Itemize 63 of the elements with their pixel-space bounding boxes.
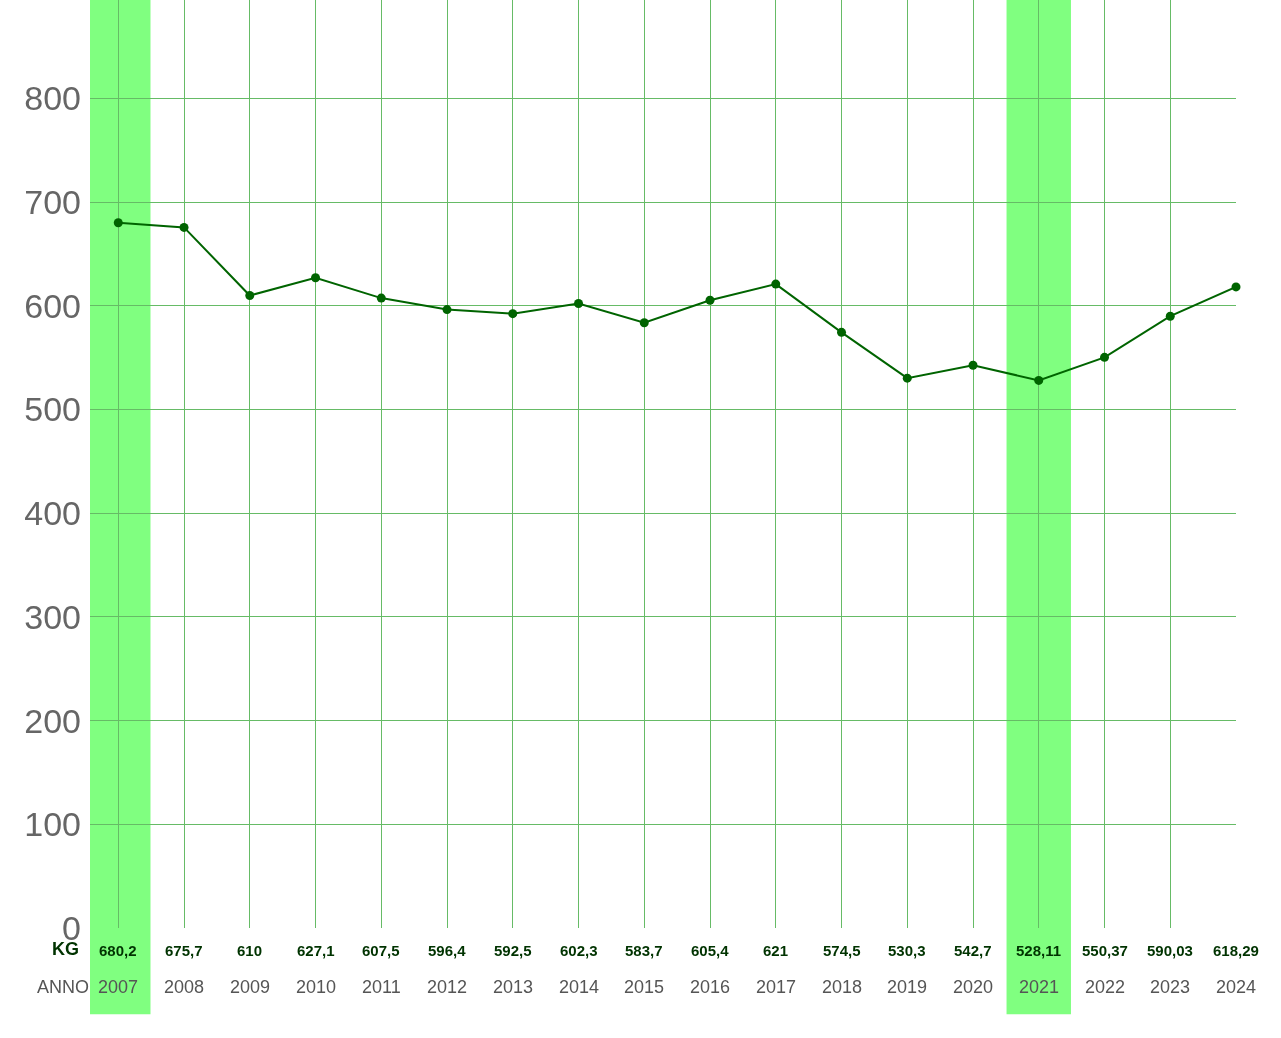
point: [1100, 352, 1109, 362]
data-label: 605,4: [691, 942, 730, 959]
point: [771, 279, 781, 289]
point: [705, 295, 715, 305]
point: [508, 309, 518, 319]
data-label: 530,3: [888, 942, 926, 959]
data-label: 627,1: [297, 942, 335, 959]
x-axis-title: ANNO: [37, 977, 90, 997]
y-tick-label: 700: [24, 183, 81, 222]
data-label: 528,11: [1016, 942, 1062, 959]
point: [311, 273, 321, 283]
y-tick-label: 200: [24, 701, 81, 740]
y-tick-label: 300: [24, 597, 81, 636]
data-label: 607,5: [362, 942, 400, 959]
x-tick-label: 2020: [953, 977, 994, 997]
x-tick-label: 2017: [756, 977, 797, 997]
data-label: 680,2: [99, 942, 137, 959]
x-tick-label: 2021: [1019, 977, 1060, 997]
data-label: 675,7: [165, 942, 203, 959]
x-tick-label: 2018: [822, 977, 863, 997]
x-tick-label: 2012: [427, 977, 468, 997]
x-tick-label: 2015: [624, 977, 665, 997]
point: [837, 327, 847, 337]
data-label: 574,5: [823, 942, 861, 959]
y-tick-label: 500: [24, 390, 81, 429]
point: [574, 298, 584, 308]
x-tick-label: 2023: [1150, 977, 1191, 997]
y-tick-label: 400: [24, 494, 81, 533]
point: [1165, 311, 1175, 321]
data-label: 592,5: [494, 942, 532, 959]
data-label: 610: [237, 942, 263, 959]
x-tick-label: 2013: [493, 977, 534, 997]
point: [245, 291, 255, 301]
point: [376, 293, 386, 303]
data-label: 618,29: [1213, 942, 1259, 959]
point: [1034, 375, 1044, 385]
data-label: 583,7: [625, 942, 663, 959]
data-label: 602,3: [560, 942, 598, 959]
data-label: 621: [763, 942, 789, 959]
x-tick-label: 2016: [690, 977, 731, 997]
point: [1231, 282, 1241, 292]
data-label: 542,7: [954, 942, 992, 959]
point: [902, 373, 912, 383]
x-tick-label: 2022: [1085, 977, 1126, 997]
x-tick-label: 2019: [887, 977, 928, 997]
data-label: 596,4: [428, 942, 467, 959]
point: [968, 360, 978, 370]
data-label: 550,37: [1082, 942, 1128, 959]
point: [639, 318, 649, 328]
y-tick-label: 800: [24, 79, 81, 118]
y-tick-label: 100: [24, 805, 81, 844]
x-tick-label: 2024: [1216, 977, 1257, 997]
point: [179, 222, 189, 232]
point: [442, 305, 452, 315]
y-tick-label: 600: [24, 286, 81, 325]
x-tick-label: 2008: [164, 977, 205, 997]
x-tick-label: 2007: [98, 977, 139, 997]
x-tick-label: 2010: [296, 977, 337, 997]
x-tick-label: 2014: [559, 977, 600, 997]
point: [113, 218, 123, 228]
x-tick-label: 2009: [230, 977, 271, 997]
x-tick-label: 2011: [362, 977, 401, 997]
data-label: 590,03: [1147, 942, 1193, 959]
